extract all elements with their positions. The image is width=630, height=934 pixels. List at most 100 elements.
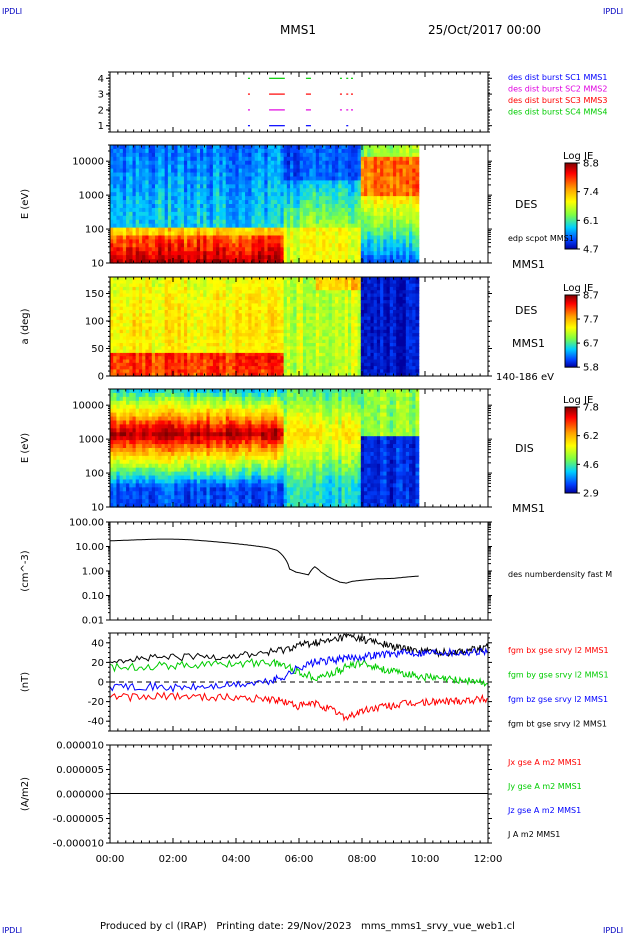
heatmap-cell [174,290,179,295]
heatmap-cell [129,247,134,252]
heatmap-cell [235,148,240,154]
heatmap-cell [216,160,220,166]
heatmap-cell [299,196,304,201]
heatmap-cell [142,172,146,178]
heatmap-cell [261,196,265,201]
heatmap-cell [235,207,240,213]
heatmap-cell [200,336,204,341]
heatmap-cell [203,280,208,285]
heatmap-cell [206,306,211,311]
heatmap-cell [251,247,256,252]
heatmap-cell [270,227,275,233]
heatmap-cell [286,145,291,150]
heatmap-cell [341,204,346,209]
heatmap-cell [299,192,304,197]
heatmap-cell [122,280,127,285]
heatmap-cell [338,239,343,244]
heatmap-cell [364,215,368,221]
heatmap-cell [232,168,237,174]
heatmap-cell [293,293,298,298]
heatmap-cell [331,231,336,237]
heatmap-cell [399,152,404,158]
heatmap-cell [245,280,249,285]
heatmap-cell [174,204,179,209]
heatmap-cell [293,352,298,357]
heatmap-cell [412,215,417,221]
heatmap-cell [389,196,394,201]
heatmap-cell [222,336,227,341]
heatmap-cell [354,231,359,237]
heatmap-cell [238,333,243,337]
heatmap-cell [171,349,175,354]
heatmap-cell [415,188,420,193]
heatmap-cell [126,372,130,377]
heatmap-cell [254,255,259,260]
heatmap-cell [180,172,185,178]
heatmap-cell [386,231,391,237]
heatmap-cell [164,336,169,341]
heatmap-cell [110,235,114,240]
heatmap-cell [360,148,365,154]
heatmap-cell [315,196,320,201]
heatmap-cell [357,243,362,248]
heatmap-cell [193,164,198,170]
heatmap-cell [254,310,259,314]
heatmap-cell [347,145,352,150]
heatmap-cell [129,293,134,298]
heatmap-cell [241,346,246,351]
heatmap-cell [283,223,288,229]
heatmap-cell [225,156,230,162]
heatmap-cell [367,259,372,264]
heatmap-cell [245,239,249,244]
heatmap-cell [148,200,153,205]
heatmap-cell [167,349,172,354]
heatmap-cell [193,148,198,154]
heatmap-cell [238,160,243,166]
heatmap-cell [225,296,230,301]
heatmap-cell [193,336,198,341]
heatmap-cell [280,160,285,166]
heatmap-cell [322,160,327,166]
heatmap-cell [254,168,259,174]
heatmap-cell [306,168,310,174]
heatmap-cell [354,184,359,189]
heatmap-cell [248,196,253,201]
heatmap-cell [174,333,179,337]
heatmap-cell [206,243,211,248]
heatmap-cell [328,152,333,158]
heatmap-cell [245,356,249,361]
heatmap-cell [216,303,220,308]
heatmap-cell [171,207,175,213]
heatmap-cell [151,164,156,170]
heatmap-cell [209,160,214,166]
heatmap-cell [119,323,124,328]
heatmap-cell [122,333,127,337]
heatmap-cell [132,145,137,150]
heatmap-cell [225,346,230,351]
heatmap-cell [245,211,249,217]
heatmap-cell [132,293,137,298]
heatmap-cell [190,319,195,324]
heatmap-cell [129,251,134,256]
heatmap-cell [225,239,230,244]
heatmap-cell [177,200,182,205]
heatmap-cell [116,192,121,197]
heatmap-cell [325,227,330,233]
heatmap-cell [174,313,179,318]
heatmap-cell [190,313,195,318]
heatmap-cell [319,211,323,217]
heatmap-cell [415,255,420,260]
heatmap-cell [373,239,378,244]
heatmap-cell [235,356,240,361]
heatmap-cell [174,349,179,354]
heatmap-cell [415,204,420,209]
heatmap-cell [142,343,146,347]
heatmap-cell [257,219,262,225]
heatmap-cell [187,303,191,308]
heatmap-cell [290,164,294,170]
heatmap-cell [267,366,272,370]
heatmap-cell [193,145,198,150]
heatmap-cell [167,255,172,260]
heatmap-cell [409,235,413,240]
heatmap-cell [122,184,127,189]
